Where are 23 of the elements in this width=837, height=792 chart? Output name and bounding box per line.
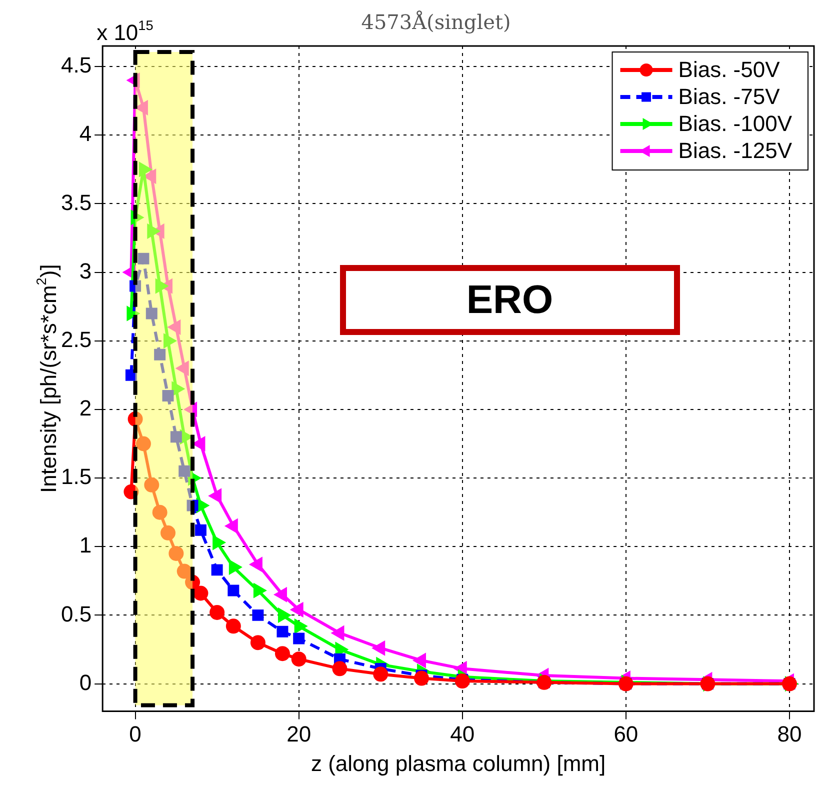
y-tick-label: 4.5 (60, 52, 92, 78)
y-tick-label: 1 (79, 532, 92, 558)
x-tick-label: 0 (129, 721, 142, 746)
x-tick-label: 20 (286, 721, 312, 746)
y-tick-label: 0 (79, 670, 92, 695)
framed-label-box: ERO (340, 265, 680, 336)
legend-label: Bias. -125V (678, 138, 792, 164)
legend-label: Bias. -75V (678, 84, 780, 110)
y-tick-label: 2.5 (60, 326, 92, 352)
x-axis-title: z (along plasma column) [mm] (310, 750, 606, 776)
x-tick-label: 80 (777, 721, 802, 746)
legend-label: Bias. -100V (678, 111, 792, 136)
x-tick-label: 40 (450, 721, 475, 746)
y-tick-label: 3 (79, 258, 92, 284)
y-tick-label: 2 (79, 396, 92, 421)
chart-title: 4573Å(singlet) (361, 10, 511, 34)
y-tick-label: 3.5 (60, 190, 92, 215)
legend-label: Bias. -50V (678, 57, 780, 82)
y-tick-label: 0.5 (60, 601, 92, 626)
x-tick-label: 60 (614, 721, 638, 746)
y-tick-label: 1.5 (60, 464, 92, 490)
y-tick-label: 4 (79, 121, 92, 146)
y-axis-title: Intensity [ph/(sr*s*cm2)] (34, 264, 61, 494)
